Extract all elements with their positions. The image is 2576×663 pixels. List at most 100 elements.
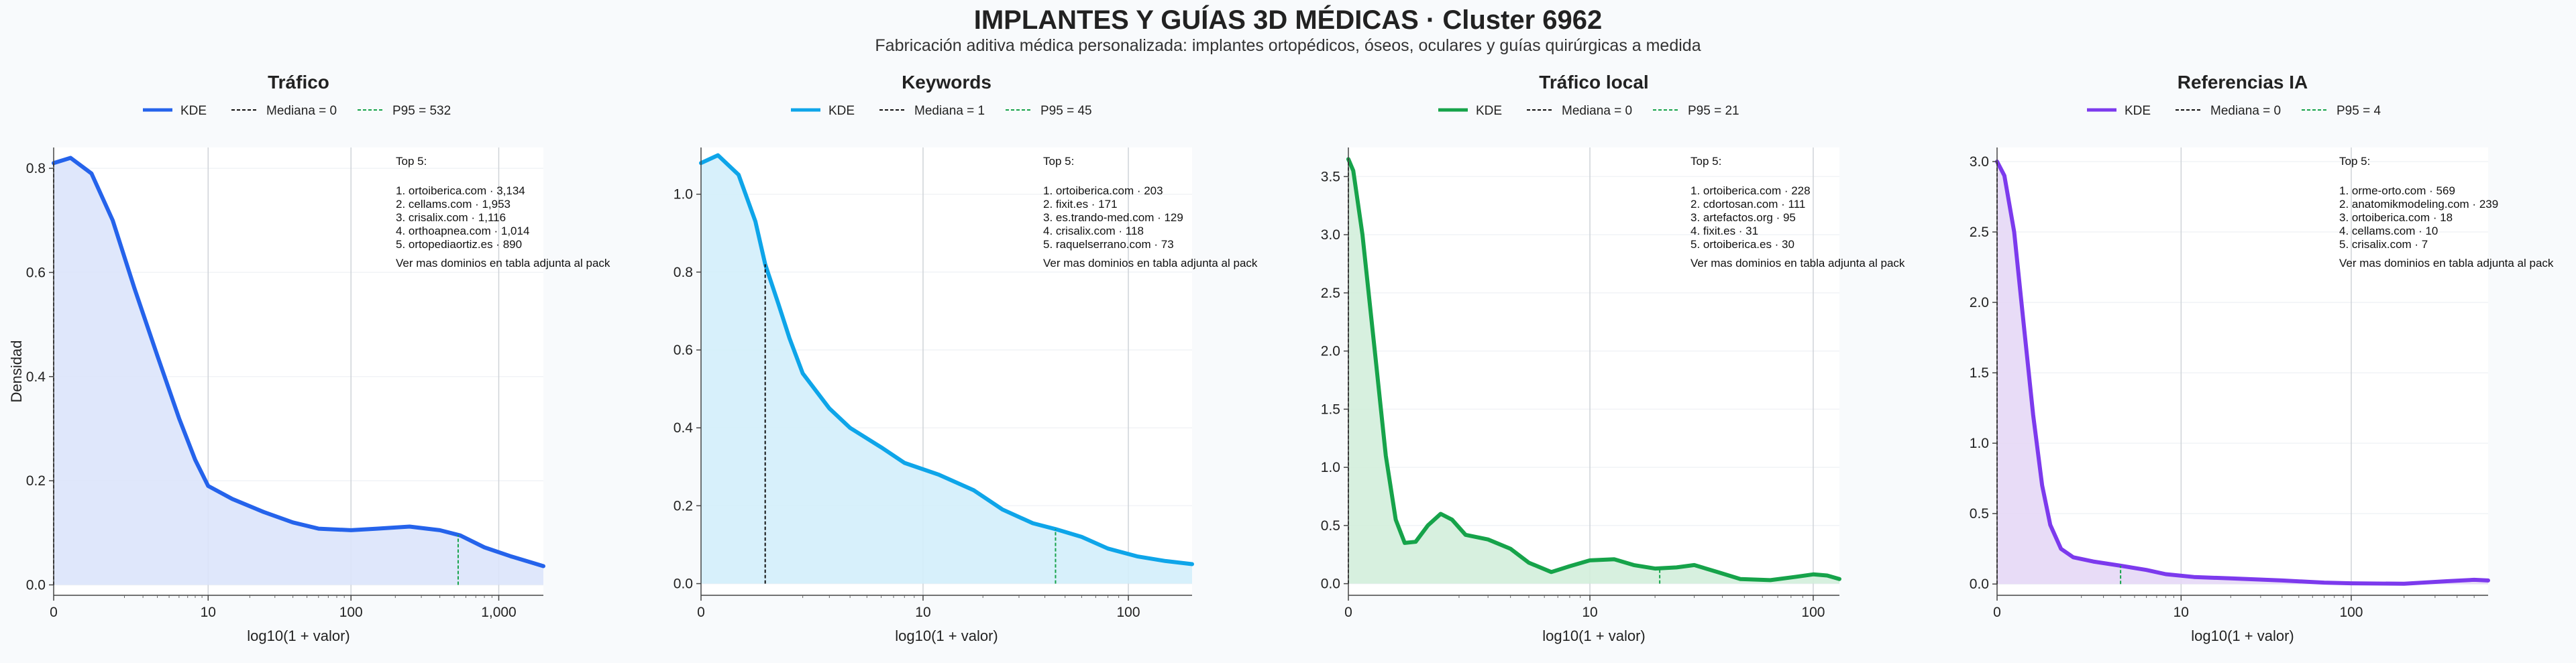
legend-kde-label: KDE xyxy=(2125,104,2151,118)
x-tick-label: 10 xyxy=(201,605,216,620)
top5-item: 1. ortoiberica.com · 203 xyxy=(1043,184,1163,197)
y-tick-label: 0.5 xyxy=(1970,506,1989,522)
y-tick-label: 2.0 xyxy=(1321,344,1340,359)
y-tick-label: 0.5 xyxy=(1321,518,1340,534)
top5-item: 1. ortoiberica.com · 3,134 xyxy=(396,184,525,197)
kde-area xyxy=(701,155,1192,584)
y-tick-label: 0.6 xyxy=(26,265,46,280)
x-tick-label: 0 xyxy=(1344,605,1352,620)
kde-line xyxy=(699,153,1194,566)
top5-item: 5. raquelserrano.com · 73 xyxy=(1043,238,1174,251)
x-axis-label: log10(1 + valor) xyxy=(1542,627,1645,644)
y-tick-label: 0.0 xyxy=(1321,577,1340,592)
y-tick-label: 1.0 xyxy=(1321,460,1340,475)
top5-item: 2. fixit.es · 171 xyxy=(1043,198,1118,210)
top5-footnote: Ver mas dominios en tabla adjunta al pac… xyxy=(1043,257,1258,269)
y-tick-label: 0.4 xyxy=(674,420,694,436)
y-tick-label: 0.8 xyxy=(26,161,46,176)
top5-item: 3. ortoiberica.com · 18 xyxy=(2339,211,2453,224)
top5-item: 4. crisalix.com · 118 xyxy=(1043,225,1144,237)
y-tick-label: 3.0 xyxy=(1970,154,1989,170)
plot-area xyxy=(1997,147,2488,595)
legend-kde-label: KDE xyxy=(180,104,207,118)
y-tick-label: 2.5 xyxy=(1970,225,1989,240)
kde-area xyxy=(1997,162,2488,585)
x-tick-label: 100 xyxy=(1116,605,1140,620)
panel-title: Tráfico xyxy=(268,72,329,93)
kde-line xyxy=(1346,157,1841,583)
x-tick-label: 0 xyxy=(697,605,705,620)
legend-p95-label: P95 = 532 xyxy=(392,104,451,118)
y-tick-label: 1.5 xyxy=(1970,365,1989,381)
x-tick-label: 10 xyxy=(915,605,930,620)
y-tick-label: 0.2 xyxy=(674,498,693,514)
top5-item: 5. ortopediaortiz.es · 890 xyxy=(396,238,522,251)
x-tick-label: 100 xyxy=(2339,605,2363,620)
y-tick-label: 0.0 xyxy=(674,577,693,592)
panel-title: Keywords xyxy=(902,72,991,93)
panel-3: Tráfico local KDE Mediana = 0 P95 = 21 0.0 0.… xyxy=(1321,72,1905,644)
top5-item: 1. orme-orto.com · 569 xyxy=(2339,184,2455,197)
top5-footnote: Ver mas dominios en tabla adjunta al pac… xyxy=(396,257,610,269)
y-tick-label: 0.0 xyxy=(1970,577,1989,592)
legend-median-label: Mediana = 1 xyxy=(914,104,985,118)
top5-footnote: Ver mas dominios en tabla adjunta al pac… xyxy=(1690,257,1905,269)
legend-p95-label: P95 = 45 xyxy=(1040,104,1092,118)
legend-median-label: Mediana = 0 xyxy=(2210,104,2281,118)
x-tick-label: 0 xyxy=(1993,605,2001,620)
top5-item: 2. cdortosan.com · 111 xyxy=(1690,198,1805,210)
top5-header: Top 5: xyxy=(396,155,427,168)
y-tick-label: 0.0 xyxy=(26,577,46,593)
legend-median-label: Mediana = 0 xyxy=(1562,104,1632,118)
top5-item: 4. orthoapnea.com · 1,014 xyxy=(396,225,529,237)
y-tick-label: 1.5 xyxy=(1321,402,1340,417)
top5-item: 4. cellams.com · 10 xyxy=(2339,225,2438,237)
top5-item: 5. crisalix.com · 7 xyxy=(2339,238,2428,251)
y-tick-label: 1.0 xyxy=(674,187,693,202)
y-axis-label: Densidad xyxy=(8,341,25,403)
x-tick-label: 100 xyxy=(1801,605,1825,620)
legend-kde-label: KDE xyxy=(1476,104,1502,118)
y-tick-label: 0.8 xyxy=(674,265,693,280)
y-tick-label: 1.0 xyxy=(1970,436,1989,451)
top5-item: 4. fixit.es · 31 xyxy=(1690,225,1758,237)
y-tick-label: 0.6 xyxy=(674,343,693,358)
x-tick-label: 100 xyxy=(339,605,363,620)
kde-line xyxy=(52,156,545,568)
top5-item: 3. es.trando-med.com · 129 xyxy=(1043,211,1183,224)
panel-title: Tráfico local xyxy=(1539,72,1648,93)
y-tick-label: 3.0 xyxy=(1321,227,1340,243)
x-axis-label: log10(1 + valor) xyxy=(895,627,998,644)
x-axis-label: log10(1 + valor) xyxy=(2191,627,2294,644)
x-tick-label: 10 xyxy=(1582,605,1597,620)
top5-header: Top 5: xyxy=(1043,155,1074,168)
kde-area xyxy=(54,158,543,585)
top5-item: 2. anatomikmodeling.com · 239 xyxy=(2339,198,2498,210)
top5-item: 3. crisalix.com · 1,116 xyxy=(396,211,506,224)
panel-4: Referencias IA KDE Mediana = 0 P95 = 4 0.0 0.… xyxy=(1970,72,2554,644)
panel-title: Referencias IA xyxy=(2178,72,2308,93)
y-tick-label: 2.0 xyxy=(1970,295,1989,310)
legend-median-label: Mediana = 0 xyxy=(266,104,337,118)
legend-p95-label: P95 = 4 xyxy=(2337,104,2381,118)
figure-title: IMPLANTES Y GUÍAS 3D MÉDICAS · Cluster 6… xyxy=(973,5,1603,35)
x-tick-label: 10 xyxy=(2174,605,2189,620)
legend-kde-label: KDE xyxy=(828,104,855,118)
y-tick-label: 3.5 xyxy=(1321,169,1340,184)
x-tick-label: 1,000 xyxy=(481,605,517,620)
top5-item: 3. artefactos.org · 95 xyxy=(1690,211,1796,224)
top5-header: Top 5: xyxy=(1690,155,1721,168)
legend-p95-label: P95 = 21 xyxy=(1688,104,1739,118)
panel-1: Tráfico KDE Mediana = 0 P95 = 532 0.0 0.2 0.4 0… xyxy=(8,72,610,644)
y-tick-label: 0.2 xyxy=(26,473,46,489)
top5-header: Top 5: xyxy=(2339,155,2370,168)
top5-footnote: Ver mas dominios en tabla adjunta al pac… xyxy=(2339,257,2554,269)
x-axis-label: log10(1 + valor) xyxy=(247,627,350,644)
panel-2: Keywords KDE Mediana = 1 P95 = 45 0.0 0.2 0.4 0… xyxy=(674,72,1258,644)
figure-subtitle: Fabricación aditiva médica personalizada… xyxy=(875,36,1701,55)
top5-item: 1. ortoiberica.com · 228 xyxy=(1690,184,1811,197)
x-tick-label: 0 xyxy=(50,605,58,620)
kde-line xyxy=(1995,160,2490,586)
